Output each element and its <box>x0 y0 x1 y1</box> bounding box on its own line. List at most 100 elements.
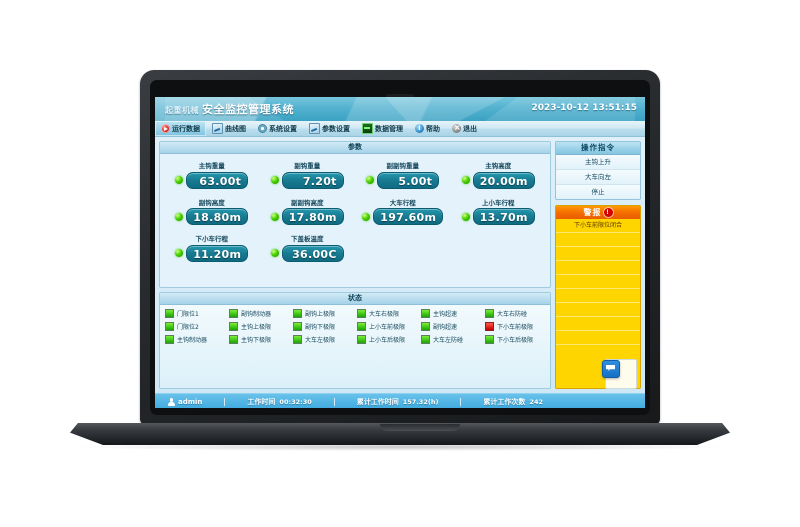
status-led-icon <box>229 322 238 331</box>
parameter-value-group: 20.00m <box>461 171 535 189</box>
alarm-panel-title: 警报! <box>556 206 640 219</box>
parameter-value-group: 13.70m <box>461 208 535 225</box>
page-title: 安全监控管理系统 <box>202 103 294 116</box>
status-cell: 上小车前极限 <box>355 322 419 331</box>
total-time-label: 累计工作时间 <box>356 398 399 406</box>
alarm-panel: 警报! 下小车前限位闭合 <box>555 205 641 389</box>
chart-icon <box>212 123 223 134</box>
chat-bubble-icon[interactable] <box>602 360 620 378</box>
title-decoration-mid <box>385 97 505 121</box>
alarm-item-1[interactable] <box>556 233 640 247</box>
menu-item-label: 退出 <box>463 124 477 133</box>
alarm-list: 下小车前限位闭合 <box>556 219 640 388</box>
parameter-value-group: 11.20m <box>175 244 249 262</box>
parameter-status-led-icon <box>362 212 371 221</box>
status-cell: 大车右极限 <box>355 309 419 318</box>
title-bar: 起重机械 安全监控管理系统 2023-10-12 13:51:15 <box>155 97 645 121</box>
status-label: 主钩下极限 <box>241 337 272 344</box>
user-icon <box>167 398 175 406</box>
status-cell: 副钩上极限 <box>291 309 355 318</box>
alarm-item-8[interactable] <box>556 331 640 345</box>
status-label: 副钩制动器 <box>241 311 272 318</box>
main-menu-bar: 运行数据 曲线图 系统设置 参数设置 数据管理 帮助 退出 <box>155 121 645 137</box>
parameter-status-led-icon <box>175 176 184 184</box>
parameter-label: 下盖板温度 <box>291 235 324 243</box>
alarm-item-4[interactable] <box>556 275 640 289</box>
parameter-row: 主钩重量 63.00t 副钩重量 7.20t 副副钩重量 5.00t 主钩高度 20.00m <box>164 160 546 189</box>
menu-item-1[interactable]: 曲线图 <box>206 121 252 136</box>
status-led-icon <box>357 322 366 331</box>
alarm-item-6[interactable] <box>556 303 640 317</box>
menu-item-4[interactable]: 数据管理 <box>356 121 409 136</box>
status-led-icon <box>421 322 430 331</box>
menu-item-0[interactable]: 运行数据 <box>155 121 206 136</box>
parameter-value: 63.00t <box>186 171 249 189</box>
command-item-1[interactable]: 大车向左 <box>556 170 640 185</box>
status-led-icon <box>229 309 238 318</box>
status-led-icon <box>421 309 430 318</box>
status-label: 副钩下极限 <box>305 324 336 331</box>
menu-item-label: 系统设置 <box>269 124 297 133</box>
parameter-value: 11.20m <box>186 244 249 262</box>
parameter-value: 17.80m <box>281 208 344 225</box>
parameter-cell: 副副钩重量 5.00t <box>355 160 451 189</box>
menu-item-2[interactable]: 系统设置 <box>252 121 303 136</box>
parameter-status-led-icon <box>270 249 279 257</box>
user-name: admin <box>178 398 203 406</box>
status-panel: 状态 门限位1 副钩制动器 副钩上极限 大车右极限 主钩超速 大车右防碰 门限位2 主钩上极限… <box>159 292 551 389</box>
status-led-icon <box>293 309 302 318</box>
status-cell: 副钩超速 <box>419 322 483 331</box>
parameter-value-group: 7.20t <box>270 171 344 189</box>
alarm-item-0[interactable]: 下小车前限位闭合 <box>556 219 640 233</box>
parameter-value-group: 18.80m <box>175 208 249 225</box>
command-item-2[interactable]: 停止 <box>556 185 640 199</box>
status-cell: 主钩超速 <box>419 309 483 318</box>
alarm-count-badge: ! <box>603 208 613 217</box>
menu-item-6[interactable]: 退出 <box>446 121 483 136</box>
status-label: 大车右防碰 <box>497 311 528 318</box>
right-column: 操作指令 主钩上升 大车向左 停止 警报! 下小车前限位闭合 <box>555 141 641 389</box>
help-icon <box>415 124 424 133</box>
command-item-0[interactable]: 主钩上升 <box>556 155 640 170</box>
menu-item-3[interactable]: 参数设置 <box>303 121 356 136</box>
parameter-value-group: 17.80m <box>270 208 344 225</box>
parameter-label: 副钩高度 <box>198 198 225 207</box>
menu-item-5[interactable]: 帮助 <box>409 121 446 136</box>
status-cell: 上小车后极限 <box>355 335 419 344</box>
status-grid: 门限位1 副钩制动器 副钩上极限 大车右极限 主钩超速 大车右防碰 门限位2 主钩上极限 副钩下… <box>160 305 550 388</box>
parameter-status-led-icon <box>366 176 375 184</box>
parameter-row: 下小车行程 11.20m 下盖板温度 36.00C <box>164 233 546 262</box>
app-body: 参数 主钩重量 63.00t 副钩重量 7.20t 副副钩重量 5.00t 主钩高度 20.0… <box>155 137 645 393</box>
left-column: 参数 主钩重量 63.00t 副钩重量 7.20t 副副钩重量 5.00t 主钩高度 20.0… <box>159 141 551 389</box>
parameter-cell: 副副钩高度 17.80m <box>260 197 356 225</box>
parameter-value: 7.20t <box>281 171 344 189</box>
parameter-value: 13.70m <box>472 208 535 225</box>
database-icon <box>362 123 373 134</box>
status-cell: 副钩制动器 <box>227 309 291 318</box>
status-led-icon <box>165 309 174 318</box>
parameter-status-led-icon <box>461 212 470 221</box>
status-label: 副钩超速 <box>433 324 458 331</box>
status-led-icon <box>485 322 494 331</box>
alarm-item-3[interactable] <box>556 261 640 275</box>
alarm-item-2[interactable] <box>556 247 640 261</box>
alarm-item-5[interactable] <box>556 289 640 303</box>
work-time-label: 工作时间 <box>247 398 276 406</box>
app-brand: 起重机械 安全监控管理系统 <box>165 101 294 117</box>
status-panel-title: 状态 <box>160 293 550 305</box>
parameter-cell: 主钩高度 20.00m <box>451 160 547 189</box>
parameter-label: 副副钩高度 <box>291 198 324 207</box>
parameter-label: 主钩高度 <box>485 162 512 170</box>
status-label: 门限位2 <box>177 324 199 331</box>
run-data-icon <box>161 124 170 133</box>
command-list: 主钩上升 大车向左 停止 <box>556 155 640 199</box>
bottom-status-bar: admin 工作时间 00:32:30 累计工作时间 157.32(h) 累计工… <box>155 393 645 408</box>
status-led-icon <box>421 335 430 344</box>
parameter-cell-empty <box>451 233 547 262</box>
parameter-cell: 主钩重量 63.00t <box>164 160 260 189</box>
total-count-label: 累计工作次数 <box>483 398 526 406</box>
alarm-item-7[interactable] <box>556 317 640 331</box>
parameter-label: 主钩重量 <box>198 162 225 170</box>
parameter-status-led-icon <box>270 176 279 184</box>
